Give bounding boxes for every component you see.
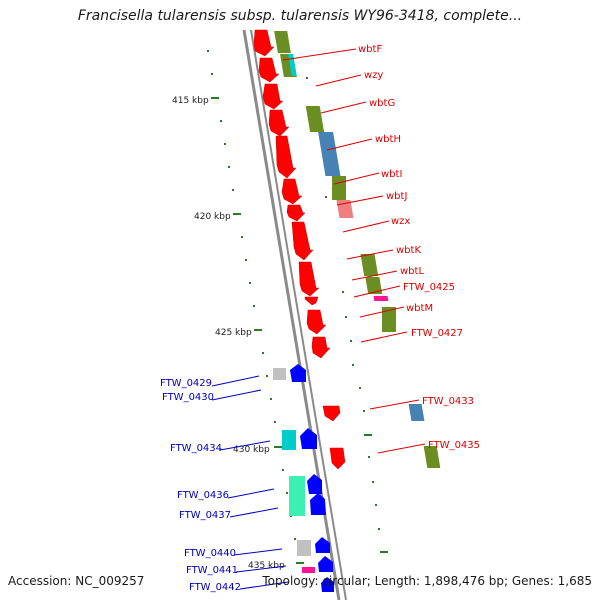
gene-label-wbtK[interactable]: wbtK <box>396 245 421 256</box>
gene-arrow-forward[interactable] <box>298 261 320 297</box>
gene-block[interactable] <box>332 176 346 200</box>
leader-line <box>320 101 367 114</box>
gene-arrow-reverse[interactable] <box>310 493 326 515</box>
gene-label-FTW_0434[interactable]: FTW_0434 <box>170 443 222 454</box>
gene-label-FTW_0433[interactable]: FTW_0433 <box>422 396 474 407</box>
leader-line <box>326 138 373 151</box>
gene-block[interactable] <box>282 430 296 450</box>
leader-line <box>282 48 357 61</box>
gene-block[interactable] <box>273 368 286 380</box>
gene-arrow-forward[interactable] <box>281 178 303 205</box>
gene-label-wbtF[interactable]: wbtF <box>358 44 382 55</box>
left-leaders <box>211 375 289 590</box>
gene-block[interactable] <box>302 567 315 573</box>
leader-line <box>360 331 408 343</box>
gene-label-FTW_0430[interactable]: FTW_0430 <box>162 392 214 403</box>
left-labels: FTW_0429 FTW_0430 FTW_0434 FTW_0436 FTW_… <box>160 378 241 593</box>
gene-label-FTW_0441[interactable]: FTW_0441 <box>186 565 238 576</box>
gene-block[interactable] <box>365 277 383 294</box>
gene-arrow-forward[interactable] <box>304 296 319 306</box>
leader-line <box>353 285 401 298</box>
leader-line <box>377 443 426 454</box>
gene-label-FTW_0427[interactable]: FTW_0427 <box>411 328 463 339</box>
gene-arrow-reverse[interactable] <box>318 556 333 572</box>
gene-block[interactable] <box>289 476 305 516</box>
gene-label-wzx[interactable]: wzx <box>391 216 410 227</box>
gene-arrow-forward[interactable] <box>311 336 331 359</box>
leader-line <box>219 440 271 451</box>
gene-block[interactable] <box>382 307 396 332</box>
gene-arrow-forward[interactable] <box>291 221 314 261</box>
gene-arrow-reverse[interactable] <box>290 364 306 382</box>
backbone-line-right <box>250 29 347 600</box>
leader-line <box>333 172 380 185</box>
forward-strand-arrows <box>253 29 346 470</box>
scale-label: 430 kbp <box>233 445 270 455</box>
gene-arrow-reverse[interactable] <box>321 577 334 592</box>
gene-label-FTW_0437[interactable]: FTW_0437 <box>179 510 231 521</box>
gene-arrow-reverse[interactable] <box>307 474 322 494</box>
right-leaders <box>282 48 426 454</box>
gene-block[interactable] <box>318 132 341 176</box>
leader-line <box>369 399 420 410</box>
gene-arrow-forward[interactable] <box>253 29 275 57</box>
accession-text: Accession: NC_009257 <box>8 574 145 588</box>
leader-line <box>359 306 405 318</box>
leader-line <box>211 389 262 401</box>
gene-arrow-forward[interactable] <box>268 109 290 137</box>
scale-label: 415 kbp <box>172 96 209 106</box>
gene-arrow-forward[interactable] <box>286 204 306 222</box>
reverse-strand <box>273 364 334 592</box>
gene-block[interactable] <box>373 296 389 301</box>
gene-label-wzy[interactable]: wzy <box>364 70 383 81</box>
gene-block[interactable] <box>274 31 291 53</box>
gene-block[interactable] <box>408 404 425 421</box>
gene-label-wbtL[interactable]: wbtL <box>400 266 424 277</box>
gene-arrow-forward[interactable] <box>329 447 346 470</box>
leader-line <box>351 270 398 281</box>
gene-block[interactable] <box>305 106 325 132</box>
gene-label-FTW_0440[interactable]: FTW_0440 <box>184 548 236 559</box>
gene-label-wbtH[interactable]: wbtH <box>375 134 401 145</box>
leader-line <box>211 375 260 387</box>
scale-label: 435 kbp <box>248 561 285 571</box>
leader-line <box>229 507 279 518</box>
gene-block[interactable] <box>288 54 297 76</box>
gene-block[interactable] <box>423 446 441 468</box>
scale-label: 420 kbp <box>194 212 231 222</box>
leader-line <box>239 581 289 590</box>
leader-line <box>235 565 287 573</box>
gene-arrow-reverse[interactable] <box>300 428 317 449</box>
leader-line <box>227 488 275 499</box>
gene-arrow-forward[interactable] <box>262 83 284 110</box>
gene-arrow-forward[interactable] <box>258 57 280 83</box>
gene-label-wbtJ[interactable]: wbtJ <box>386 191 407 202</box>
gene-label-FTW_0442[interactable]: FTW_0442 <box>189 582 241 593</box>
leader-line <box>342 220 390 233</box>
leader-line <box>315 74 362 87</box>
genome-summary-text: Topology: circular; Length: 1,898,476 bp… <box>262 574 592 588</box>
gene-arrow-forward[interactable] <box>322 405 341 422</box>
gene-label-FTW_0436[interactable]: FTW_0436 <box>177 490 229 501</box>
right-labels: wbtF wzy wbtG wbtH wbtI wbtJ wzx wbtK wb… <box>358 44 480 451</box>
scale-label: 425 kbp <box>215 328 252 338</box>
gene-label-wbtG[interactable]: wbtG <box>369 98 395 109</box>
gene-block[interactable] <box>297 540 311 556</box>
gene-label-wbtM[interactable]: wbtM <box>406 303 433 314</box>
leader-line <box>336 195 384 206</box>
gene-label-wbtI[interactable]: wbtI <box>381 169 402 180</box>
gene-arrow-reverse[interactable] <box>315 537 330 553</box>
leader-line <box>346 249 394 260</box>
leader-line <box>233 548 283 556</box>
gene-arrow-forward[interactable] <box>306 309 327 335</box>
gene-block[interactable] <box>360 254 379 276</box>
gene-label-FTW_0425[interactable]: FTW_0425 <box>403 282 455 293</box>
gene-label-FTW_0435[interactable]: FTW_0435 <box>428 440 480 451</box>
map-title: Francisella tularensis subsp. tularensis… <box>77 8 523 24</box>
gene-label-FTW_0429[interactable]: FTW_0429 <box>160 378 212 389</box>
gene-arrow-forward[interactable] <box>275 135 297 179</box>
